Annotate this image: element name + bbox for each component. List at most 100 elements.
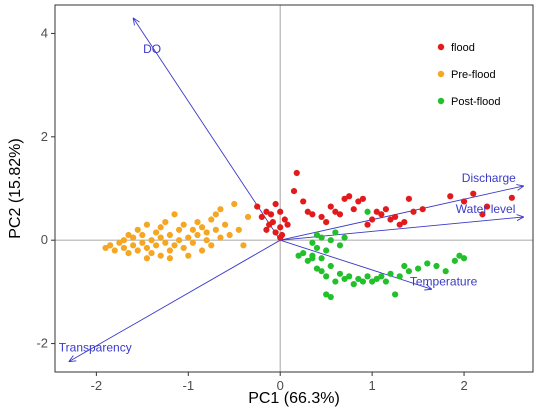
data-point xyxy=(208,216,215,223)
data-point xyxy=(359,278,367,285)
data-point xyxy=(221,221,229,228)
data-point xyxy=(281,216,288,223)
data-point xyxy=(341,195,348,202)
data-point xyxy=(341,234,348,241)
data-point xyxy=(235,226,242,233)
data-point xyxy=(300,250,307,257)
axis-ticks: -2 -1 0 1 2 -2 0 2 4 xyxy=(36,25,467,393)
data-point xyxy=(442,268,449,275)
series-pre-flood xyxy=(102,200,252,262)
score-points xyxy=(102,169,515,301)
data-point xyxy=(327,237,334,244)
y-tick-label: 2 xyxy=(41,129,48,144)
data-point xyxy=(346,193,353,200)
data-point xyxy=(125,250,132,257)
data-point xyxy=(254,203,261,210)
data-point xyxy=(194,231,201,239)
data-point xyxy=(364,221,371,228)
data-point xyxy=(244,213,252,221)
data-point xyxy=(258,213,265,221)
data-point xyxy=(387,270,394,277)
data-point xyxy=(332,208,339,215)
data-point xyxy=(148,250,155,257)
data-point xyxy=(272,229,279,236)
data-point xyxy=(350,281,357,288)
loading-vector-line xyxy=(280,239,433,290)
data-point xyxy=(143,221,151,228)
data-point xyxy=(180,221,187,228)
data-point xyxy=(451,257,458,264)
data-point xyxy=(166,255,174,262)
data-point xyxy=(336,242,344,249)
data-point xyxy=(134,247,141,254)
loading-vector-arrowhead xyxy=(68,355,77,363)
data-point xyxy=(162,239,169,246)
data-point xyxy=(277,234,284,241)
data-point xyxy=(277,208,284,215)
legend-swatch xyxy=(437,43,445,51)
data-point xyxy=(359,195,367,202)
x-tick-label: 1 xyxy=(369,378,376,393)
data-point xyxy=(189,239,196,246)
data-point xyxy=(313,231,321,239)
data-point xyxy=(327,203,334,210)
data-point xyxy=(116,239,123,246)
data-point xyxy=(456,252,463,259)
data-point xyxy=(396,273,403,280)
data-point xyxy=(364,273,371,280)
data-point xyxy=(240,242,247,249)
data-point xyxy=(414,265,422,272)
data-point xyxy=(217,234,224,241)
data-point xyxy=(346,273,353,280)
data-point xyxy=(369,278,376,285)
legend-label: Post-flood xyxy=(451,96,501,108)
data-point xyxy=(382,278,390,285)
data-point xyxy=(162,218,169,226)
vector-labels: DO Discharge Water level Temperature Transpa… xyxy=(59,42,516,355)
data-point xyxy=(373,275,380,283)
vector-label: Transparency xyxy=(59,341,132,355)
legend-swatch xyxy=(437,70,445,78)
legend-label: flood xyxy=(451,42,475,54)
data-point xyxy=(392,213,399,221)
data-point xyxy=(171,242,178,249)
loading-vector-arrowhead xyxy=(424,283,433,291)
data-point xyxy=(341,275,348,283)
data-point xyxy=(313,265,321,272)
data-point xyxy=(198,224,206,231)
data-point xyxy=(318,268,325,275)
data-point xyxy=(263,226,270,233)
data-point xyxy=(336,270,344,277)
data-point xyxy=(290,187,298,195)
vector-label: DO xyxy=(143,42,161,56)
data-point xyxy=(392,291,399,298)
data-point xyxy=(318,255,325,262)
data-point xyxy=(208,242,215,249)
data-point xyxy=(284,221,291,228)
data-point xyxy=(387,216,394,223)
data-point xyxy=(373,208,380,215)
data-point xyxy=(185,252,192,259)
data-point xyxy=(355,198,362,205)
data-point xyxy=(111,247,118,254)
data-point xyxy=(157,252,164,259)
data-point xyxy=(166,247,174,254)
data-point xyxy=(217,206,224,213)
data-point xyxy=(277,224,284,231)
series-flood xyxy=(254,169,515,241)
data-point xyxy=(355,275,362,283)
data-point xyxy=(410,208,417,215)
data-point xyxy=(212,226,219,233)
data-point xyxy=(327,293,334,301)
data-point xyxy=(309,239,316,246)
data-point xyxy=(327,262,334,270)
data-point xyxy=(102,244,109,252)
data-point xyxy=(293,169,300,177)
data-point xyxy=(309,211,316,218)
data-point xyxy=(369,216,376,223)
loading-vector-arrowhead xyxy=(132,17,140,26)
data-point xyxy=(470,190,477,197)
data-point xyxy=(153,242,160,249)
data-point xyxy=(120,244,128,252)
data-point xyxy=(194,218,201,226)
